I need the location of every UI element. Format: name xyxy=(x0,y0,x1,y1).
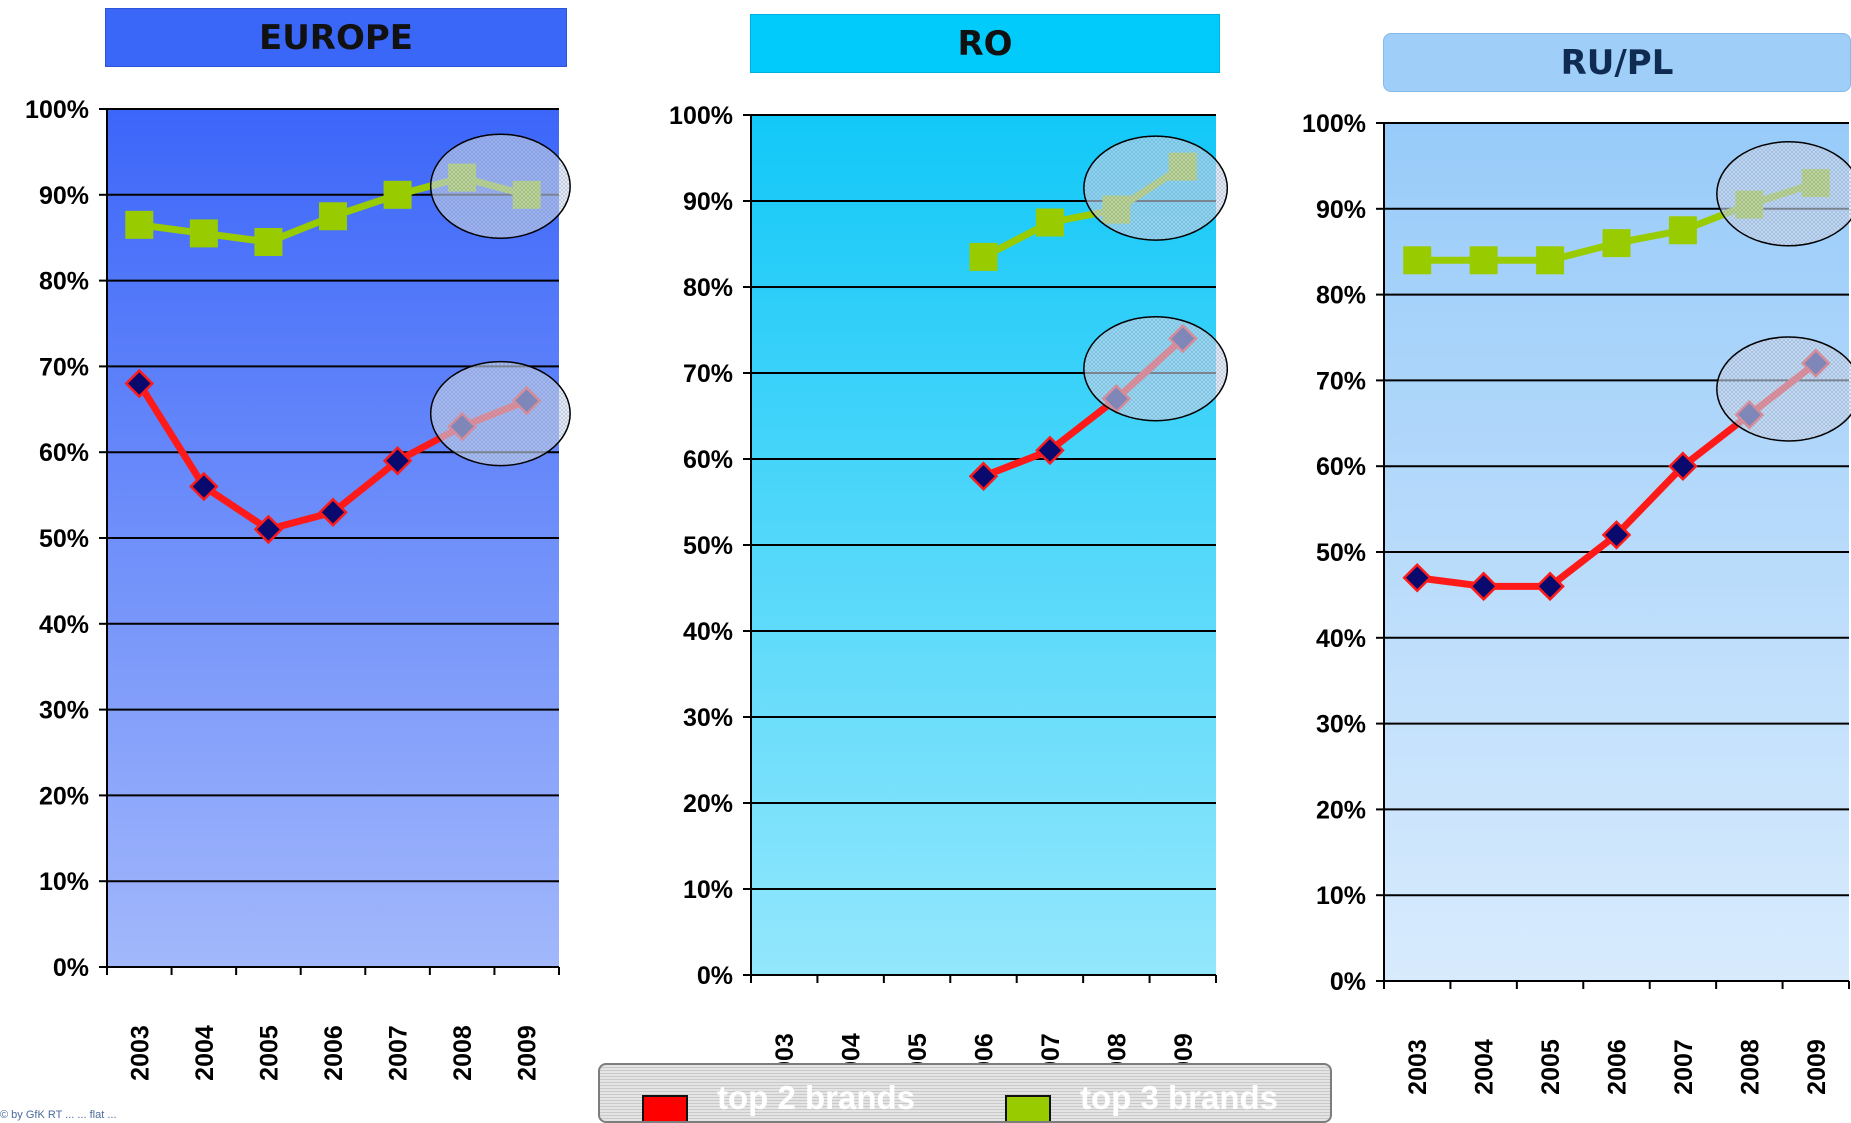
y-tick-label: 30% xyxy=(39,697,89,725)
chart-ro: 0%10%20%30%40%50%60%70%80%90%100%2003 200… xyxy=(669,102,1229,1089)
data-point xyxy=(1601,520,1632,550)
data-point xyxy=(1035,435,1065,466)
y-tick-label: 10% xyxy=(1316,882,1366,910)
data-point xyxy=(253,514,284,545)
data-point xyxy=(1468,571,1499,602)
y-tick-label: 40% xyxy=(39,611,89,639)
y-tick-label: 0% xyxy=(53,954,89,982)
y-tick-label: 20% xyxy=(683,790,733,818)
highlight-ellipse xyxy=(429,133,571,239)
data-point xyxy=(1035,208,1064,237)
data-point xyxy=(318,497,348,528)
y-tick-label: 90% xyxy=(1316,196,1366,224)
legend-swatch-top3 xyxy=(1005,1095,1051,1121)
legend: top 2 brands top 3 brands xyxy=(598,1063,1332,1123)
y-tick-label: 60% xyxy=(683,446,733,474)
highlight-ellipse xyxy=(1716,336,1851,442)
data-point xyxy=(1402,562,1432,593)
highlight-ellipse xyxy=(429,360,571,467)
y-tick-label: 70% xyxy=(39,353,89,381)
data-point xyxy=(1668,451,1698,481)
y-tick-label: 60% xyxy=(39,439,89,467)
data-point xyxy=(968,461,999,491)
y-tick-label: 20% xyxy=(1316,796,1366,824)
data-point xyxy=(969,242,998,271)
data-point xyxy=(254,227,283,256)
highlight-ellipse xyxy=(1083,315,1229,422)
y-tick-label: 40% xyxy=(683,618,733,646)
data-point xyxy=(1668,216,1697,245)
x-tick-label: 2009 xyxy=(514,1025,542,1081)
y-tick-label: 80% xyxy=(39,268,89,296)
x-tick-label: 2003 xyxy=(1404,1039,1432,1095)
chart-rupl: 0% 10% 20% 30% 40% 50% 60% 70% 80% 90% 100% 2003 200… xyxy=(1302,110,1851,1095)
data-point xyxy=(383,180,412,209)
x-tick-label: 2007 xyxy=(1670,1039,1698,1095)
y-tick-label: 100% xyxy=(1302,110,1366,138)
y-tick-label: 70% xyxy=(683,360,733,388)
y-tick-label: 90% xyxy=(683,188,733,216)
highlight-ellipse xyxy=(1083,135,1229,241)
chart-title-ru-pl: RU/PL xyxy=(1383,33,1851,92)
y-tick-label: 30% xyxy=(683,704,733,732)
y-tick-label: 40% xyxy=(1316,625,1366,653)
y-tick-label: 60% xyxy=(1316,453,1366,481)
highlight-ellipse xyxy=(1716,141,1851,247)
data-point xyxy=(1536,246,1565,275)
y-tick-label: 10% xyxy=(683,876,733,904)
y-tick-label: 10% xyxy=(39,868,89,896)
y-tick-label: 90% xyxy=(39,182,89,210)
y-tick-label: 30% xyxy=(1316,711,1366,739)
data-point xyxy=(1403,246,1432,275)
x-tick-label: 2007 xyxy=(385,1025,413,1081)
data-point xyxy=(124,368,155,399)
data-point xyxy=(1469,246,1498,275)
x-tick-label: 2004 xyxy=(191,1025,219,1081)
data-point xyxy=(1602,229,1631,258)
y-tick-label: 80% xyxy=(1316,282,1366,310)
y-tick-label: 100% xyxy=(25,96,89,124)
y-tick-label: 50% xyxy=(1316,539,1366,567)
legend-label-top2: top 2 brands xyxy=(717,1079,916,1116)
x-tick-label: 2009 xyxy=(1803,1039,1831,1095)
x-tick-label: 2005 xyxy=(255,1025,283,1081)
y-tick-label: 100% xyxy=(669,102,733,130)
footnote: © by GfK RT ... ... flat ... xyxy=(0,1109,117,1121)
y-tick-label: 20% xyxy=(39,782,89,810)
y-tick-label: 50% xyxy=(39,525,89,553)
y-tick-label: 0% xyxy=(1330,968,1366,996)
data-point xyxy=(189,471,219,502)
legend-swatch-top2 xyxy=(642,1095,688,1121)
x-tick-label: 2005 xyxy=(1537,1039,1565,1095)
legend-label-top3: top 3 brands xyxy=(1080,1079,1279,1116)
y-tick-label: 70% xyxy=(1316,367,1366,395)
data-point xyxy=(189,219,218,248)
data-point xyxy=(1535,571,1565,602)
chart-title-ro: RO xyxy=(750,14,1220,73)
y-tick-label: 80% xyxy=(683,274,733,302)
x-tick-label: 2003 xyxy=(126,1025,154,1081)
x-tick-label: 2006 xyxy=(1604,1039,1632,1095)
x-tick-label: 2004 xyxy=(1471,1039,1499,1095)
x-tick-label: 2006 xyxy=(320,1025,348,1081)
chart-title-europe: EUROPE xyxy=(105,8,567,67)
data-point xyxy=(125,210,154,239)
y-tick-label: 50% xyxy=(683,532,733,560)
x-tick-label: 2008 xyxy=(1736,1039,1764,1095)
chart-europe: 0% 10% 20% 30% 40% 50% 60% 70% 80% 90% 100% 2003 200… xyxy=(25,96,571,1081)
x-tick-label: 2008 xyxy=(449,1025,477,1081)
y-tick-label: 0% xyxy=(697,962,733,990)
data-point xyxy=(382,446,413,476)
data-point xyxy=(319,202,347,231)
